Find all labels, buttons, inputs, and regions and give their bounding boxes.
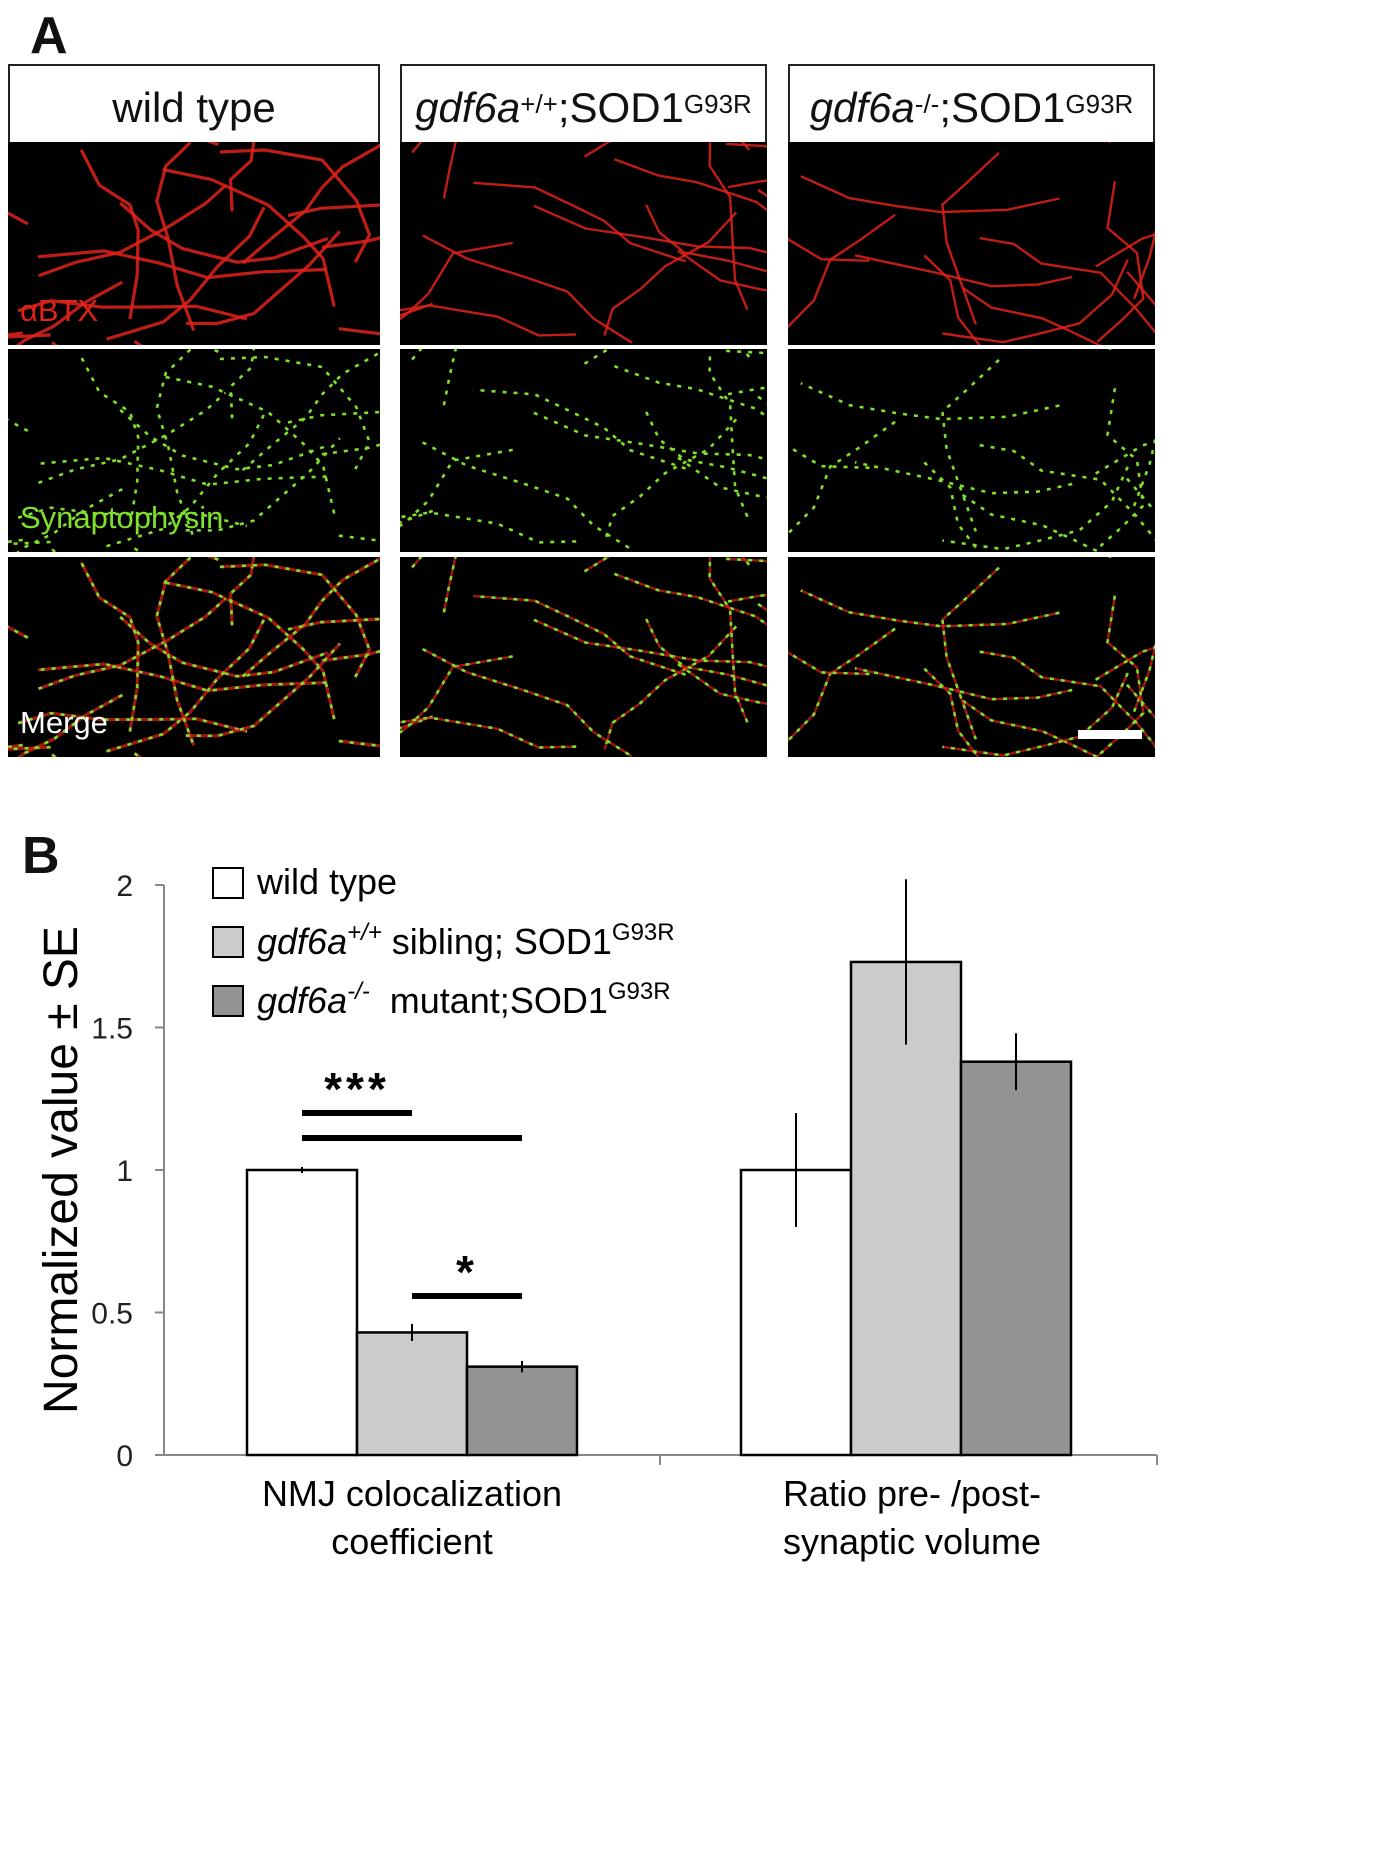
header-sup: -/- [914, 88, 940, 119]
bar-colocalization-series-1 [355, 1331, 469, 1457]
legend-label-wild-type: wild type [256, 861, 397, 902]
micrograph-mutant-synaptophysin [788, 349, 1155, 552]
header-italic: gdf6a [809, 84, 915, 131]
micrograph-texture [788, 349, 1155, 552]
legend-swatch-wild-type [212, 867, 244, 899]
micrograph-sibling-merge [400, 557, 767, 757]
y-tick-label: 2 [116, 870, 133, 903]
x-category-label: coefficient [331, 1521, 492, 1562]
row-label-merge: Merge [20, 705, 108, 740]
header-plain-sup: G93R [683, 88, 752, 119]
y-tick-label: 0.5 [91, 1298, 133, 1331]
micrograph-texture [8, 142, 380, 345]
micrograph-mutant-abtx [788, 142, 1155, 345]
micrograph-texture [400, 557, 767, 757]
header-plain-sup: G93R [1065, 88, 1134, 119]
panel-a-letter: A [30, 7, 68, 65]
bar-ratio-series-2 [959, 1060, 1073, 1457]
micrograph-texture [400, 142, 767, 344]
header-plain: ;SOD1 [939, 84, 1066, 131]
panel-b-letter: B [22, 827, 60, 885]
micrograph-sibling-synaptophysin [400, 349, 767, 552]
micrograph-texture [788, 557, 1155, 757]
significance-label: * [456, 1246, 478, 1298]
y-tick-label: 1.5 [91, 1013, 133, 1046]
legend-swatch-sibling [212, 926, 244, 958]
bar-colocalization-series-2 [465, 1365, 579, 1457]
y-tick-label: 1 [116, 1155, 133, 1188]
micrograph-wildtype-synaptophysin: Synaptophysin [8, 349, 380, 552]
row-label-synaptophysin: Synaptophysin [20, 500, 224, 535]
significance-label: *** [324, 1063, 390, 1115]
micrograph-texture [8, 349, 380, 552]
legend-item-wild-type: wild type [212, 861, 397, 902]
micrograph-texture [788, 142, 1155, 345]
micrograph-mutant-merge [788, 557, 1155, 757]
header-sup: +/+ [520, 88, 558, 119]
x-category-label: NMJ colocalization [262, 1473, 562, 1514]
y-axis-label: Normalized value ± SE [35, 926, 88, 1414]
x-category-label: Ratio pre- /post- [783, 1473, 1041, 1514]
legend-item-sibling: gdf6a+/+ sibling; SOD1G93R [212, 919, 675, 962]
y-tick-label: 0 [116, 1440, 133, 1473]
header-plain: wild type [112, 84, 276, 131]
legend: wild type gdf6a+/+ sibling; SOD1G93R gdf… [212, 861, 675, 1021]
header-italic: gdf6a [415, 84, 521, 131]
column-header-sibling: gdf6a +/+ ;SOD1 G93R [400, 64, 767, 152]
x-category-label: synaptic volume [783, 1521, 1041, 1562]
scale-bar [1078, 730, 1142, 739]
bar-colocalization-series-0 [245, 1168, 359, 1457]
legend-item-mutant: gdf6a-/- mutant;SOD1G93R [212, 978, 671, 1021]
micrograph-wildtype-abtx: αBTX [8, 142, 380, 345]
column-header-wild-type: wild type [8, 64, 380, 152]
micrograph-sibling-abtx [400, 142, 767, 345]
legend-swatch-mutant [212, 985, 244, 1017]
micrograph-texture [400, 349, 767, 551]
micrograph-wildtype-merge: Merge [8, 557, 380, 757]
row-label-abtx: αBTX [20, 293, 99, 328]
header-plain: ;SOD1 [557, 84, 684, 131]
legend-label-mutant: gdf6a-/- mutant;SOD1G93R [257, 978, 671, 1021]
legend-label-sibling: gdf6a+/+ sibling; SOD1G93R [257, 919, 675, 962]
micrograph-texture [8, 557, 380, 757]
